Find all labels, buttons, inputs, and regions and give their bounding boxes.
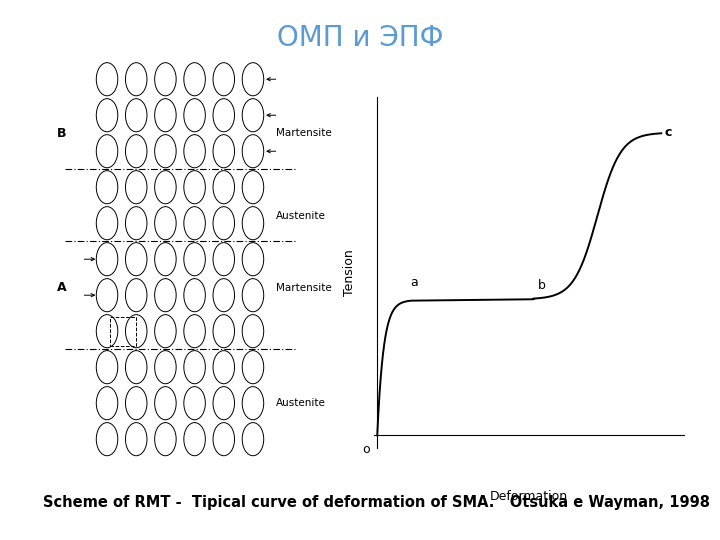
Circle shape — [155, 171, 176, 204]
Circle shape — [155, 207, 176, 240]
Circle shape — [155, 350, 176, 384]
Circle shape — [96, 350, 118, 384]
Circle shape — [213, 63, 235, 96]
Circle shape — [184, 315, 205, 348]
Circle shape — [155, 315, 176, 348]
Circle shape — [155, 423, 176, 456]
Circle shape — [184, 134, 205, 168]
Circle shape — [96, 63, 118, 96]
Circle shape — [125, 99, 147, 132]
Circle shape — [125, 423, 147, 456]
Circle shape — [242, 63, 264, 96]
Circle shape — [213, 171, 235, 204]
Circle shape — [96, 387, 118, 420]
Text: Scheme of RMT -  Tipical curve of deformation of SMA.   Otsuka e Wayman, 1998: Scheme of RMT - Tipical curve of deforma… — [43, 495, 710, 510]
Circle shape — [125, 242, 147, 276]
Circle shape — [184, 279, 205, 312]
Bar — [110, 317, 136, 346]
Circle shape — [125, 315, 147, 348]
Circle shape — [184, 387, 205, 420]
Text: ОМП и ЭПФ: ОМП и ЭПФ — [276, 24, 444, 52]
Text: Austenite: Austenite — [276, 398, 325, 408]
Circle shape — [184, 171, 205, 204]
Circle shape — [213, 387, 235, 420]
Circle shape — [125, 134, 147, 168]
Circle shape — [242, 387, 264, 420]
Circle shape — [96, 134, 118, 168]
Circle shape — [213, 423, 235, 456]
Circle shape — [242, 350, 264, 384]
Text: b: b — [538, 279, 546, 292]
Circle shape — [125, 63, 147, 96]
Text: Martensite: Martensite — [276, 128, 331, 138]
Circle shape — [184, 350, 205, 384]
Circle shape — [184, 63, 205, 96]
Circle shape — [242, 242, 264, 276]
Circle shape — [155, 134, 176, 168]
Circle shape — [184, 423, 205, 456]
Circle shape — [96, 171, 118, 204]
Circle shape — [96, 207, 118, 240]
Circle shape — [184, 242, 205, 276]
Text: Tension: Tension — [343, 249, 356, 296]
Circle shape — [184, 207, 205, 240]
Text: A: A — [57, 281, 66, 294]
Circle shape — [213, 350, 235, 384]
Circle shape — [213, 315, 235, 348]
Circle shape — [96, 242, 118, 276]
Circle shape — [125, 279, 147, 312]
Text: o: o — [362, 443, 370, 456]
Circle shape — [184, 99, 205, 132]
Circle shape — [242, 134, 264, 168]
Circle shape — [242, 207, 264, 240]
Circle shape — [213, 134, 235, 168]
Text: a: a — [410, 276, 418, 289]
Circle shape — [96, 423, 118, 456]
Circle shape — [213, 99, 235, 132]
Text: B: B — [57, 127, 66, 140]
Circle shape — [125, 207, 147, 240]
Circle shape — [155, 242, 176, 276]
Circle shape — [125, 387, 147, 420]
Circle shape — [125, 171, 147, 204]
Circle shape — [96, 99, 118, 132]
Circle shape — [155, 279, 176, 312]
Circle shape — [242, 171, 264, 204]
Circle shape — [155, 99, 176, 132]
Circle shape — [242, 99, 264, 132]
Circle shape — [213, 242, 235, 276]
Text: Austenite: Austenite — [276, 211, 325, 221]
Circle shape — [155, 63, 176, 96]
Text: Martensite: Martensite — [276, 283, 331, 293]
Circle shape — [242, 423, 264, 456]
Circle shape — [242, 315, 264, 348]
Circle shape — [155, 387, 176, 420]
Circle shape — [213, 207, 235, 240]
Circle shape — [125, 350, 147, 384]
Circle shape — [96, 315, 118, 348]
Text: Deformation: Deformation — [490, 490, 568, 503]
Circle shape — [242, 279, 264, 312]
Circle shape — [96, 279, 118, 312]
Text: c: c — [664, 126, 672, 139]
Circle shape — [213, 279, 235, 312]
